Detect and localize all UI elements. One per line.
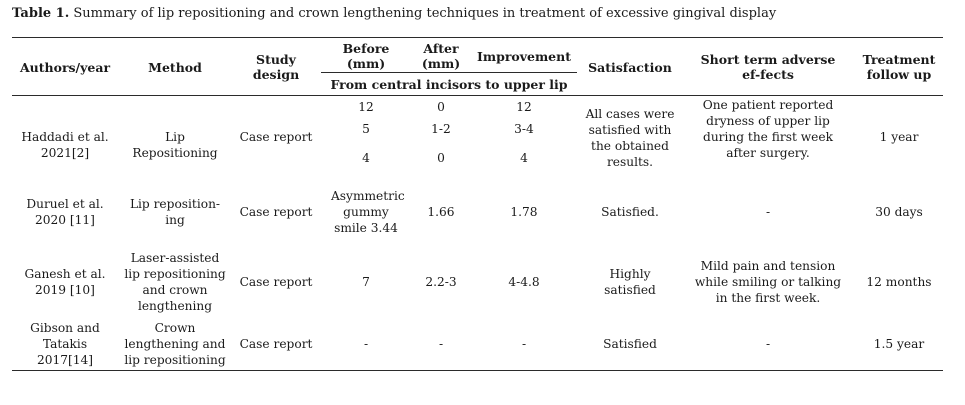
row2-authors: Duruel et al. 2020 [11] <box>26 197 104 227</box>
caption-label: Table 1. <box>12 6 70 21</box>
row2-method: Lip reposition-ing <box>129 197 221 227</box>
row1-improvement-2: 3-4 <box>514 122 534 136</box>
header-authors: Authors/year <box>19 60 111 75</box>
row3-followup: 12 months <box>866 275 932 289</box>
row4-after: - <box>438 337 444 351</box>
row1-after-3: 0 <box>437 151 445 165</box>
row1-before-1: 12 <box>358 100 374 114</box>
row1-after-1: 0 <box>437 100 445 114</box>
header-span-label: From central incisors to upper lip <box>330 77 568 92</box>
row1-improvement-1: 12 <box>516 100 532 114</box>
row3-method: Laser-assisted lip repositioning and cro… <box>124 251 226 313</box>
row1-adverse: One patient reported dryness of upper li… <box>702 98 834 160</box>
row3-after: 2.2-3 <box>425 275 457 289</box>
row3-authors: Ganesh et al. 2019 [10] <box>24 267 106 297</box>
row1-after-2: 1-2 <box>431 122 451 136</box>
row3-adverse: Mild pain and tension while smiling or t… <box>694 259 842 305</box>
header-adverse-effects: Short term adverse ef-fects <box>700 52 836 82</box>
header-improvement: Improvement <box>477 49 571 64</box>
header-after: After (mm) <box>421 41 461 71</box>
row4-design: Case report <box>239 337 313 351</box>
row2-satisfaction: Satisfied. <box>601 205 659 219</box>
row1-design: Case report <box>239 130 313 144</box>
header-follow-up: Treatment follow up <box>862 52 936 82</box>
header-bottom-rule <box>12 95 943 96</box>
caption-text: Summary of lip repositioning and crown l… <box>69 6 777 21</box>
row2-followup: 30 days <box>875 205 923 219</box>
row1-authors: Haddadi et al. 2021[2] <box>21 130 109 160</box>
row3-satisfaction: Highly satisfied <box>604 267 656 297</box>
header-study-design: Study design <box>252 52 300 82</box>
row2-before: Asymmetric gummy smile 3.44 <box>331 189 405 235</box>
row4-adverse: - <box>765 337 771 351</box>
row3-improvement: 4-4.8 <box>508 275 540 289</box>
header-before: Before (mm) <box>342 41 390 71</box>
row3-design: Case report <box>239 275 313 289</box>
header-satisfaction: Satisfaction <box>588 60 672 75</box>
row1-before-2: 5 <box>362 122 370 136</box>
row4-before: - <box>363 337 369 351</box>
table-bottom-rule <box>12 370 943 371</box>
row2-after: 1.66 <box>427 205 455 219</box>
table-top-rule <box>12 37 943 38</box>
row2-design: Case report <box>239 205 313 219</box>
header-sub-rule <box>321 72 577 73</box>
row2-improvement: 1.78 <box>510 205 538 219</box>
row1-followup: 1 year <box>879 130 919 144</box>
header-method: Method <box>148 60 202 75</box>
row3-before: 7 <box>362 275 370 289</box>
row4-authors: Gibson and Tatakis 2017[14] <box>30 321 100 367</box>
row4-method: Crown lengthening and lip repositioning <box>124 321 226 367</box>
row4-satisfaction: Satisfied <box>603 337 657 351</box>
row2-adverse: - <box>765 205 771 219</box>
row4-followup: 1.5 year <box>873 337 925 351</box>
row1-before-3: 4 <box>362 151 370 165</box>
table-caption: Table 1. Summary of lip repositioning an… <box>12 6 776 21</box>
row1-satisfaction: All cases were satisfied with the obtain… <box>585 107 675 169</box>
row1-improvement-3: 4 <box>520 151 528 165</box>
row1-method: Lip Repositioning <box>132 130 218 160</box>
row4-improvement: - <box>521 337 527 351</box>
